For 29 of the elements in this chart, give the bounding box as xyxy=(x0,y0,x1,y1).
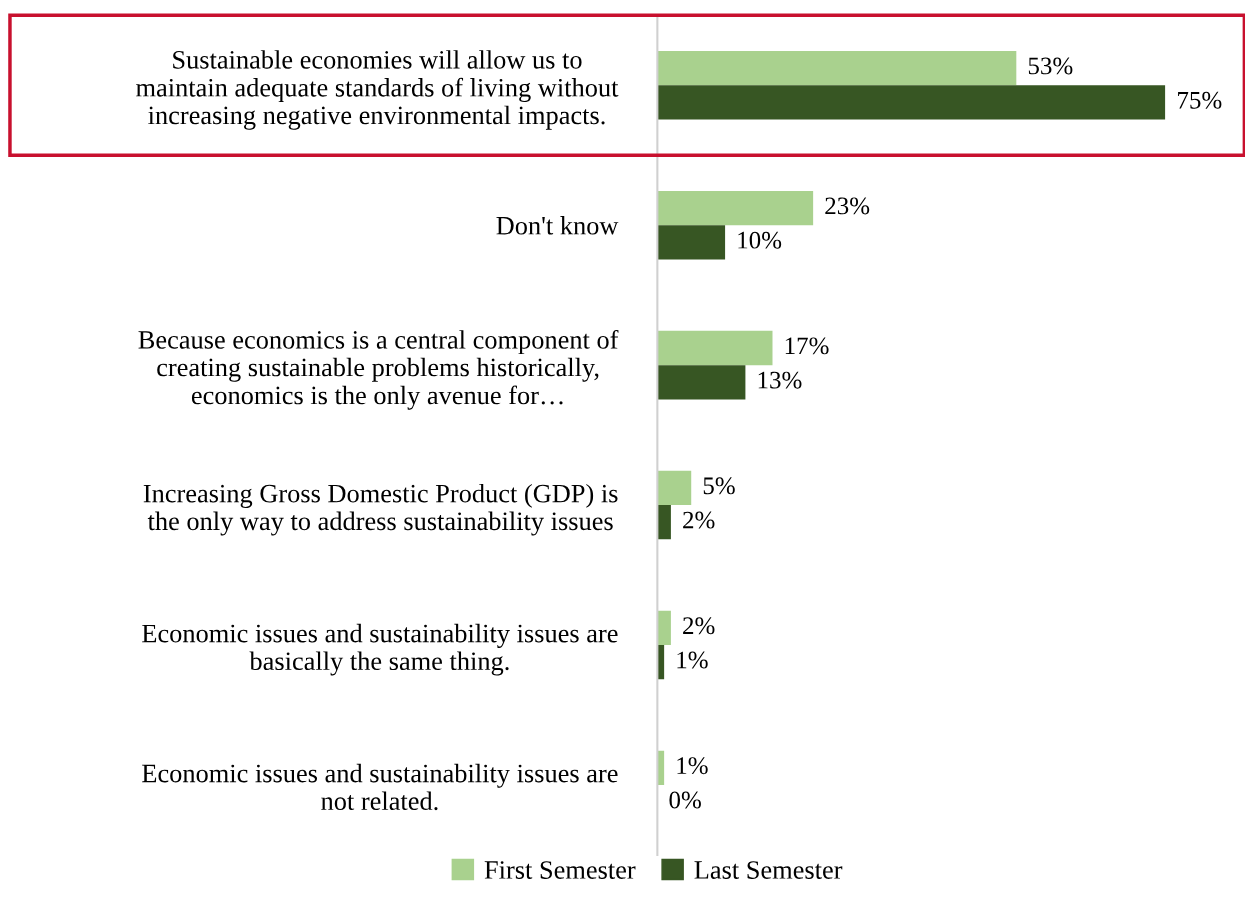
y-tick-label: Because economics is a central component of creating sustainable problems historically, economics is the only avenue for… xyxy=(138,329,619,410)
data-label: 5% xyxy=(703,477,735,495)
y-tick-label: Economic issues and sustainability issues are basically the same thing. xyxy=(142,623,618,676)
bar xyxy=(657,190,814,226)
bar xyxy=(657,365,746,400)
bar xyxy=(657,50,1017,86)
bar xyxy=(657,225,726,260)
data-label: 1% xyxy=(677,757,708,775)
data-label: 75% xyxy=(1178,91,1222,109)
data-label: 53% xyxy=(1028,57,1073,75)
y-tick-label: Economic issues and sustainability issues are not related. xyxy=(142,763,618,811)
data-label: 13% xyxy=(758,371,802,389)
bar xyxy=(657,330,773,366)
bar xyxy=(657,610,671,646)
data-label: 23% xyxy=(825,197,870,215)
y-tick-label: Don't know xyxy=(496,216,619,235)
data-label: 0% xyxy=(669,791,701,809)
data-label: 1% xyxy=(677,651,708,669)
bar xyxy=(657,470,692,506)
data-label: 10% xyxy=(738,231,782,249)
bar xyxy=(657,85,1166,120)
legend-label: First Semester xyxy=(484,861,636,879)
bar xyxy=(657,505,671,540)
data-label: 2% xyxy=(683,511,715,529)
legend-label: Last Semester xyxy=(694,861,843,879)
y-tick-label: Sustainable economies will allow us to maintain adequate standards of living without increasing negative environmental impacts. xyxy=(136,50,619,130)
y-tick-label: Increasing Gross Domestic Product (GDP) is the only way to address sustainability issues xyxy=(143,483,618,536)
data-label: 2% xyxy=(683,617,715,635)
data-label: 17% xyxy=(785,337,829,355)
